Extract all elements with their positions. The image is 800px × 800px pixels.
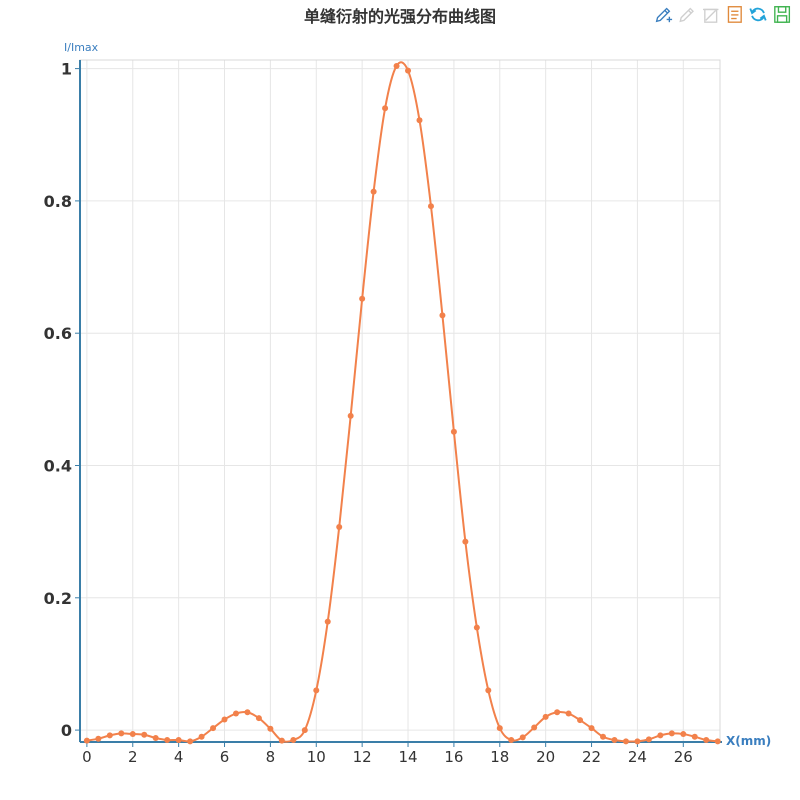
data-point[interactable]: [542, 713, 549, 720]
data-point[interactable]: [336, 524, 343, 531]
data-point[interactable]: [473, 624, 480, 631]
restore-refresh-icon[interactable]: [749, 7, 767, 22]
x-tick-label: 12: [353, 748, 372, 766]
data-point[interactable]: [703, 737, 710, 744]
eraser-pencil-icon[interactable]: [679, 7, 694, 23]
y-tick-label: 0.8: [44, 192, 72, 211]
data-point[interactable]: [496, 725, 503, 732]
data-point[interactable]: [519, 734, 526, 741]
data-point[interactable]: [95, 735, 102, 742]
x-tick-label: 14: [398, 748, 417, 766]
data-point[interactable]: [416, 117, 423, 124]
data-point[interactable]: [657, 732, 664, 739]
y-tick-label: 1: [61, 60, 72, 79]
data-point[interactable]: [267, 725, 274, 732]
x-tick-label: 10: [307, 748, 326, 766]
tick-marks: [75, 68, 684, 747]
data-point[interactable]: [714, 738, 721, 745]
data-point[interactable]: [462, 538, 469, 545]
x-tick-label: 20: [536, 748, 555, 766]
data-point[interactable]: [175, 737, 182, 744]
data-point[interactable]: [83, 737, 90, 744]
data-point[interactable]: [106, 732, 113, 739]
data-point[interactable]: [485, 687, 492, 694]
data-point[interactable]: [359, 295, 366, 302]
x-tick-label: 6: [220, 748, 230, 766]
data-point[interactable]: [439, 312, 446, 319]
x-tick-label: 24: [628, 748, 647, 766]
data-point[interactable]: [370, 188, 377, 195]
data-point[interactable]: [393, 62, 400, 69]
data-point[interactable]: [691, 733, 698, 740]
data-point[interactable]: [554, 709, 561, 716]
data-point[interactable]: [600, 733, 607, 740]
clear-drawing-icon[interactable]: [703, 8, 719, 23]
y-tick-label: 0.4: [44, 456, 72, 475]
data-point[interactable]: [278, 737, 285, 744]
chart-title: 单缝衍射的光强分布曲线图: [303, 7, 496, 26]
data-point[interactable]: [164, 737, 171, 744]
data-point[interactable]: [668, 730, 675, 737]
y-axis-label: I/Imax: [64, 41, 99, 54]
data-point[interactable]: [187, 738, 194, 745]
data-point[interactable]: [405, 67, 412, 74]
data-point[interactable]: [622, 738, 629, 745]
data-point[interactable]: [244, 709, 251, 716]
data-point[interactable]: [427, 203, 434, 210]
data-point[interactable]: [232, 710, 239, 717]
y-tick-label: 0.2: [44, 589, 72, 608]
data-point[interactable]: [198, 733, 205, 740]
line-draw-pencil-icon[interactable]: [655, 7, 673, 23]
x-tick-label: 22: [582, 748, 601, 766]
data-point[interactable]: [301, 727, 308, 734]
data-point[interactable]: [680, 731, 687, 738]
save-image-icon[interactable]: [774, 6, 791, 23]
data-point[interactable]: [450, 428, 457, 435]
data-point[interactable]: [290, 737, 297, 744]
data-point[interactable]: [382, 105, 389, 112]
data-point[interactable]: [313, 687, 320, 694]
data-point[interactable]: [531, 724, 538, 731]
series-line: [86, 61, 718, 743]
data-point[interactable]: [611, 737, 618, 744]
data-point[interactable]: [210, 725, 217, 732]
x-tick-label: 26: [674, 748, 693, 766]
data-view-icon[interactable]: [727, 6, 742, 23]
x-tick-label: 8: [266, 748, 276, 766]
x-tick-label: 4: [174, 748, 184, 766]
data-point[interactable]: [565, 710, 572, 717]
data-point[interactable]: [645, 736, 652, 743]
x-axis-label: X(mm): [726, 734, 771, 748]
data-point[interactable]: [634, 738, 641, 745]
data-point[interactable]: [347, 412, 354, 419]
x-tick-label: 16: [444, 748, 463, 766]
data-point[interactable]: [588, 725, 595, 732]
x-tick-label: 2: [128, 748, 138, 766]
chart-toolbox: [655, 6, 791, 23]
plot-area-border: [79, 59, 721, 743]
data-point[interactable]: [118, 730, 125, 737]
grid: [80, 60, 720, 742]
x-tick-label: 18: [490, 748, 509, 766]
x-tick-label: 0: [82, 748, 92, 766]
series: [83, 61, 721, 745]
data-point[interactable]: [508, 737, 515, 744]
data-point[interactable]: [221, 716, 228, 723]
data-point[interactable]: [152, 735, 159, 742]
data-point[interactable]: [577, 717, 584, 724]
data-point[interactable]: [255, 715, 262, 722]
data-point[interactable]: [141, 731, 148, 738]
y-tick-label: 0: [61, 721, 72, 740]
y-tick-label: 0.6: [44, 324, 72, 343]
data-point[interactable]: [129, 731, 136, 738]
data-point[interactable]: [324, 618, 331, 625]
